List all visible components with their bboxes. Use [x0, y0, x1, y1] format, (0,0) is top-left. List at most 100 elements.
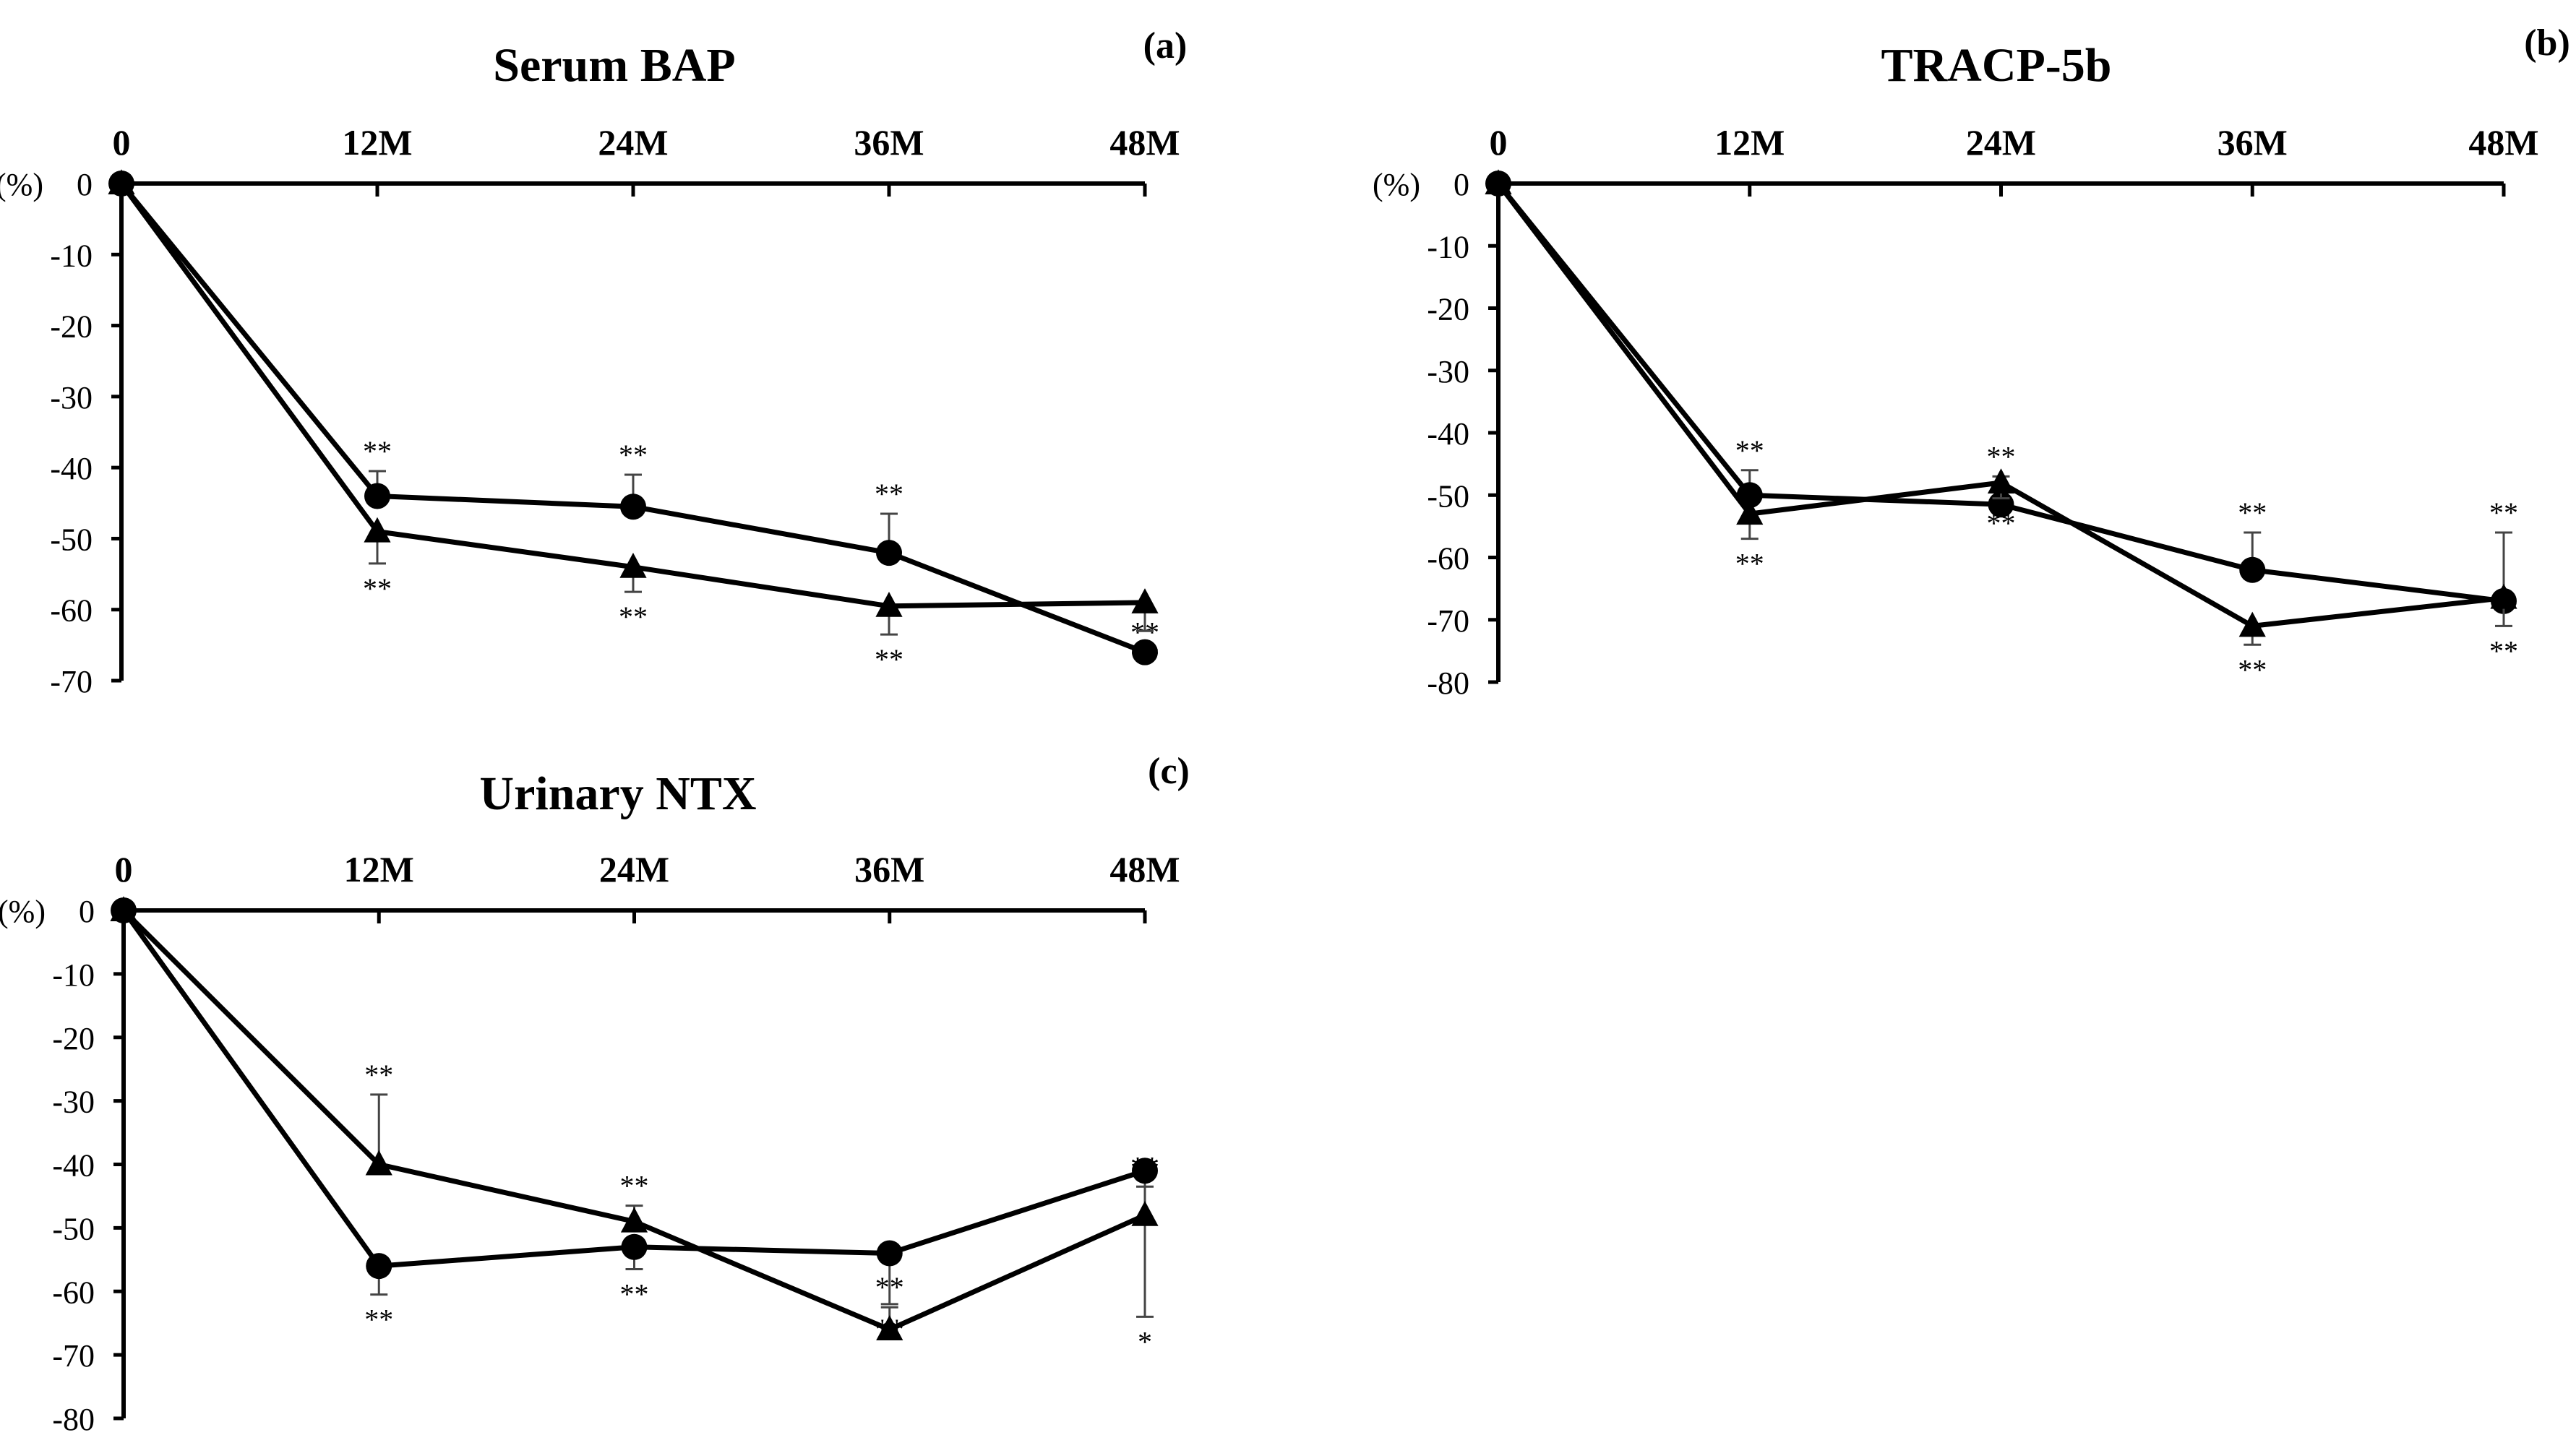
significance-label: **	[1130, 639, 1159, 672]
significance-label: **	[2489, 634, 2518, 667]
x-tick-label: 36M	[2217, 122, 2288, 163]
chart-title: Serum BAP	[493, 39, 735, 92]
significance-label: **	[1987, 440, 2016, 473]
y-tick-label: 0	[1454, 167, 1469, 202]
panel-label: (b)	[2524, 22, 2570, 64]
x-tick-label: 24M	[598, 122, 668, 163]
x-tick-label: 0	[113, 122, 131, 163]
data-point-triangle	[619, 552, 647, 578]
data-point-circle	[620, 494, 646, 520]
y-tick-label: -10	[52, 957, 95, 993]
data-point-circle	[1132, 1158, 1158, 1184]
data-point-triangle	[1987, 468, 2015, 494]
chart-title: TRACP-5b	[1881, 39, 2111, 92]
data-point-triangle	[2238, 611, 2266, 637]
significance-label: **	[1130, 1150, 1159, 1183]
significance-label: **	[875, 478, 903, 510]
y-tick-label: -70	[52, 1338, 95, 1374]
data-point-triangle	[1736, 499, 1764, 525]
data-point-triangle	[1131, 588, 1159, 613]
data-point-triangle	[876, 1315, 903, 1340]
data-point-triangle	[1485, 169, 1512, 194]
y-tick-label: -20	[1427, 292, 1469, 327]
y-tick-label: -10	[1427, 229, 1469, 264]
x-tick-label: 0	[115, 849, 133, 889]
significance-label: **	[2489, 496, 2518, 529]
data-point-circle	[621, 1233, 648, 1260]
series-triangle: ** ** ** **	[1485, 169, 2518, 686]
x-tick-label: 36M	[854, 849, 924, 889]
x-tick-label: 36M	[854, 122, 924, 163]
series-circle: ** ** ** **	[108, 171, 1159, 665]
chart-title: Urinary NTX	[479, 767, 756, 820]
significance-label: **	[1735, 434, 1764, 467]
y-tick-label: -30	[52, 1085, 95, 1120]
y-tick-label: -30	[1427, 354, 1469, 389]
y-tick-label: -50	[52, 1211, 95, 1246]
y-tick-label: -80	[52, 1402, 95, 1437]
panel-label: (c)	[1148, 751, 1190, 792]
significance-label: **	[875, 643, 903, 676]
significance-label: **	[363, 435, 392, 467]
chart-panel-2: TRACP-5b (b) 0 12M 24M 36M 48M 0 -10 -20 -30 -40 -50…	[1373, 22, 2570, 701]
significance-label: **	[2238, 496, 2267, 529]
y-tick-label: -20	[50, 309, 93, 345]
y-tick-label: 0	[79, 894, 95, 929]
y-tick-label: -60	[50, 593, 93, 629]
significance-label: **	[620, 1170, 649, 1202]
y-tick-label: -40	[50, 451, 93, 486]
x-tick-label: 12M	[344, 849, 414, 889]
y-tick-label: -30	[50, 380, 93, 415]
y-tick-label: -20	[52, 1021, 95, 1056]
data-point-circle	[1132, 639, 1158, 665]
data-point-circle	[2239, 556, 2266, 583]
data-point-triangle	[1131, 1201, 1159, 1226]
data-point-triangle	[364, 517, 391, 543]
data-point-triangle	[110, 896, 137, 921]
x-tick-label: 12M	[1714, 122, 1785, 163]
data-point-triangle	[108, 169, 135, 194]
significance-label: **	[1987, 507, 2016, 540]
y-tick-label: -80	[1427, 665, 1469, 701]
data-point-circle	[876, 1240, 903, 1267]
y-tick-label: -10	[50, 238, 93, 273]
series-circle: *******	[111, 897, 1158, 1358]
series-line	[1496, 181, 2504, 629]
y-tick-label: -40	[1427, 416, 1469, 452]
data-point-triangle	[620, 1207, 648, 1233]
y-tick-label: -50	[1427, 478, 1469, 514]
data-point-circle	[876, 540, 902, 566]
significance-label: **	[2238, 653, 2267, 686]
y-tick-label: -70	[1427, 603, 1469, 639]
x-tick-label: 48M	[2468, 122, 2538, 163]
panel-label: (a)	[1143, 25, 1188, 66]
chart-panel-3: Urinary NTX (c) 0 12M 24M 36M 48M 0 -10 -20 -30 -40…	[0, 751, 1190, 1437]
y-unit-label: (%)	[0, 894, 46, 929]
series-circle: ** ** ** **	[1485, 171, 2518, 614]
x-tick-label: 12M	[342, 122, 412, 163]
y-tick-label: -70	[50, 664, 93, 699]
y-unit-label: (%)	[1373, 167, 1420, 202]
data-point-circle	[364, 483, 390, 509]
y-tick-label: -60	[52, 1275, 95, 1310]
significance-label: **	[363, 572, 392, 605]
series-line	[119, 181, 1146, 609]
significance-label: **	[1735, 548, 1764, 580]
significance-label: **	[364, 1059, 393, 1091]
significance-label: **	[364, 1303, 393, 1336]
significance-label: *	[1138, 1325, 1152, 1358]
x-tick-label: 0	[1490, 122, 1508, 163]
y-tick-label: 0	[77, 167, 93, 202]
data-point-triangle	[875, 592, 903, 617]
significance-label: **	[619, 439, 648, 471]
y-tick-label: -40	[52, 1148, 95, 1184]
x-tick-label: 24M	[1966, 122, 2036, 163]
significance-label: **	[620, 1277, 649, 1310]
data-point-triangle	[365, 1150, 392, 1176]
significance-label: **	[875, 1271, 904, 1303]
data-point-triangle	[2490, 583, 2517, 609]
y-tick-label: -50	[50, 522, 93, 557]
y-unit-label: (%)	[0, 167, 43, 202]
series-triangle: ** ** ** **	[110, 896, 1159, 1340]
